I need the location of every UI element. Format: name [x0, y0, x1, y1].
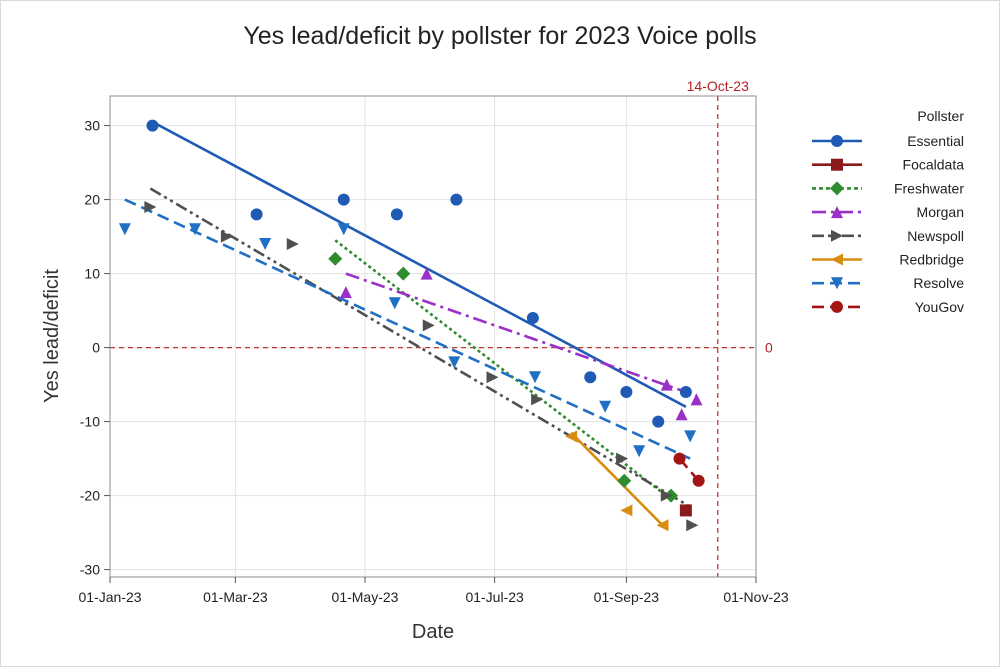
- legend-label-morgan: Morgan: [917, 204, 964, 220]
- legend-marker-yougov: [831, 300, 843, 313]
- point-newspoll: [144, 201, 157, 213]
- legend: Essential Focaldata Freshwater Morgan Newspo…: [812, 133, 964, 315]
- point-essential: [526, 312, 539, 324]
- point-essential: [146, 119, 159, 132]
- point-morgan: [420, 267, 433, 280]
- point-newspoll: [616, 452, 629, 465]
- legend-marker-newspoll: [831, 229, 843, 242]
- point-newspoll: [220, 230, 233, 243]
- y-tick-label: -20: [80, 488, 100, 504]
- point-resolve: [448, 356, 461, 369]
- point-redbridge: [620, 504, 633, 517]
- point-resolve: [633, 445, 646, 458]
- trend-line-redbridge: [570, 431, 664, 527]
- x-tick-label: 01-May-23: [332, 589, 399, 605]
- point-freshwater: [396, 266, 411, 281]
- reference-label-zero: 0: [765, 340, 773, 356]
- point-newspoll: [531, 393, 544, 406]
- legend-marker-freshwater: [830, 181, 844, 196]
- y-tick-label: -10: [80, 414, 100, 430]
- point-essential: [584, 371, 597, 384]
- point-essential: [679, 386, 692, 398]
- legend-label-essential: Essential: [907, 133, 964, 149]
- y-tick-label: 0: [92, 340, 100, 356]
- point-morgan: [675, 408, 688, 421]
- legend-title: Pollster: [917, 108, 964, 124]
- trend-line-morgan: [345, 272, 697, 397]
- axis-ticks: 01-Jan-23 01-Mar-23 01-May-23 01-Jul-23 01-S…: [78, 118, 788, 605]
- point-resolve: [337, 223, 350, 236]
- y-tick-label: -30: [80, 562, 100, 578]
- y-tick-label: 20: [84, 192, 100, 208]
- plot-area: [109, 95, 757, 578]
- gridlines: [109, 96, 757, 577]
- point-essential: [620, 386, 633, 398]
- point-redbridge: [565, 430, 578, 443]
- legend-label-redbridge: Redbridge: [899, 252, 964, 268]
- point-morgan: [690, 393, 703, 406]
- x-axis-title: Date: [412, 621, 454, 643]
- y-tick-label: 10: [84, 266, 100, 282]
- point-newspoll: [686, 519, 699, 532]
- point-resolve: [599, 400, 612, 413]
- legend-label-yougov: YouGov: [915, 299, 964, 315]
- legend-label-focaldata: Focaldata: [903, 157, 965, 173]
- point-resolve: [529, 371, 541, 384]
- legend-marker-essential: [831, 135, 843, 147]
- point-essential: [250, 208, 263, 221]
- legend-label-freshwater: Freshwater: [894, 180, 964, 196]
- x-tick-label: 01-Sep-23: [594, 589, 660, 605]
- legend-label-resolve: Resolve: [913, 275, 964, 291]
- x-tick-label: 01-Mar-23: [203, 589, 268, 605]
- point-yougov: [692, 474, 705, 487]
- y-axis-title: Yes lead/deficit: [41, 269, 63, 403]
- x-tick-label: 01-Jan-23: [78, 589, 141, 605]
- point-freshwater: [617, 473, 632, 488]
- point-essential: [390, 208, 403, 221]
- point-essential: [337, 193, 350, 206]
- trend-line-resolve: [124, 198, 691, 460]
- legend-marker-redbridge: [831, 253, 843, 266]
- legend-label-newspoll: Newspoll: [907, 228, 964, 244]
- point-newspoll: [286, 238, 299, 250]
- chart-title: Yes lead/deficit by pollster for 2023 Vo…: [243, 22, 756, 50]
- y-tick-label: 30: [84, 118, 100, 134]
- x-tick-label: 01-Nov-23: [723, 589, 789, 605]
- point-morgan: [660, 378, 673, 391]
- point-resolve: [684, 430, 697, 443]
- trend-line-freshwater: [334, 239, 672, 501]
- legend-marker-focaldata: [831, 158, 843, 171]
- point-resolve: [259, 238, 272, 250]
- data-points: [118, 119, 705, 532]
- point-essential: [652, 415, 665, 428]
- reference-lines: 14-Oct-23 0: [110, 78, 773, 577]
- point-freshwater: [328, 251, 343, 266]
- point-resolve: [189, 223, 201, 236]
- point-resolve: [118, 223, 131, 236]
- point-morgan: [339, 286, 352, 299]
- reference-label-date: 14-Oct-23: [687, 78, 749, 94]
- trend-line-essential: [151, 120, 687, 408]
- x-tick-label: 01-Jul-23: [465, 589, 524, 605]
- point-newspoll: [486, 371, 499, 384]
- point-yougov: [673, 452, 686, 465]
- point-newspoll: [660, 489, 673, 502]
- point-focaldata: [679, 504, 692, 517]
- legend-marker-resolve: [831, 277, 843, 290]
- point-resolve: [388, 297, 401, 310]
- legend-marker-morgan: [831, 206, 843, 219]
- trend-lines: [124, 120, 700, 527]
- point-newspoll: [422, 319, 435, 332]
- point-essential: [450, 193, 463, 206]
- point-redbridge: [656, 519, 669, 532]
